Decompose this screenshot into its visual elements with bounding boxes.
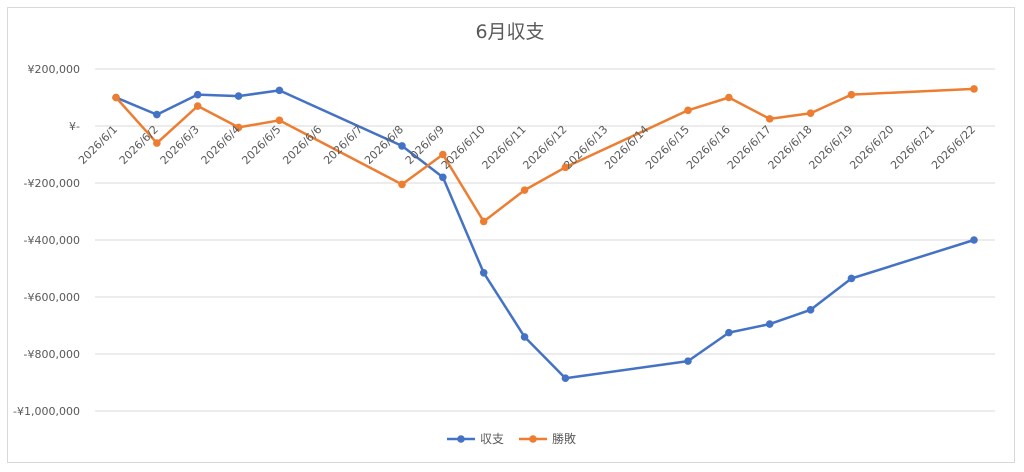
data-point	[479, 217, 488, 226]
data-point	[561, 163, 570, 172]
x-tick-label: 2026/6/6	[280, 123, 324, 167]
legend-marker	[529, 435, 537, 443]
series-lines	[112, 85, 978, 383]
chart-title: 6月収支	[475, 21, 544, 43]
data-point	[398, 180, 406, 189]
chart-frame	[7, 7, 1015, 463]
data-point	[398, 142, 406, 150]
legend-marker	[457, 435, 465, 443]
data-point	[234, 123, 243, 132]
data-point	[970, 85, 978, 93]
data-point	[847, 90, 856, 99]
data-point	[439, 173, 447, 182]
data-point	[970, 236, 978, 244]
data-point	[725, 93, 733, 102]
data-point	[561, 374, 570, 383]
data-point	[275, 116, 284, 125]
data-point	[520, 186, 529, 194]
data-point	[153, 110, 161, 119]
y-tick-label: -¥200,000	[24, 177, 80, 190]
data-point	[725, 328, 733, 337]
x-tick-label: 2026/6/5	[239, 123, 283, 167]
x-tick-label: 2026/6/22	[929, 123, 978, 172]
x-tick-label: 2026/6/3	[158, 123, 202, 167]
legend-label: 勝敗	[552, 431, 576, 446]
y-tick-label: -¥1,000,000	[13, 405, 80, 418]
data-point	[112, 93, 120, 102]
y-tick-label: ¥-	[69, 120, 80, 133]
y-tick-label: -¥800,000	[24, 348, 80, 361]
data-point	[234, 92, 243, 100]
x-axis-ticks: 2026/6/12026/6/22026/6/32026/6/42026/6/5…	[76, 123, 978, 172]
data-point	[153, 139, 161, 147]
y-tick-label: -¥400,000	[24, 234, 80, 247]
y-axis-ticks: ¥200,000 ¥- -¥200,000 -¥400,000 -¥600,000 -¥8…	[13, 63, 80, 418]
data-point	[479, 268, 488, 277]
data-point	[806, 306, 815, 314]
data-point	[765, 115, 774, 123]
x-tick-label: 2026/6/1	[76, 123, 120, 167]
data-point	[520, 333, 529, 341]
data-point	[684, 106, 692, 115]
data-point	[684, 357, 692, 365]
data-point	[765, 320, 774, 328]
data-point	[806, 109, 815, 117]
y-tick-label: ¥200,000	[28, 63, 81, 76]
data-point	[193, 102, 202, 110]
x-tick-label: 2026/6/4	[199, 123, 243, 167]
y-tick-label: -¥600,000	[24, 291, 80, 304]
series-line-1	[115, 89, 975, 380]
data-point	[439, 150, 447, 159]
data-point	[193, 90, 202, 99]
series-line-2	[115, 87, 975, 223]
data-point	[275, 86, 284, 95]
legend: 収支 勝敗	[447, 431, 576, 446]
gridlines	[95, 68, 995, 412]
data-point	[847, 274, 856, 283]
legend-label: 収支	[480, 432, 504, 446]
